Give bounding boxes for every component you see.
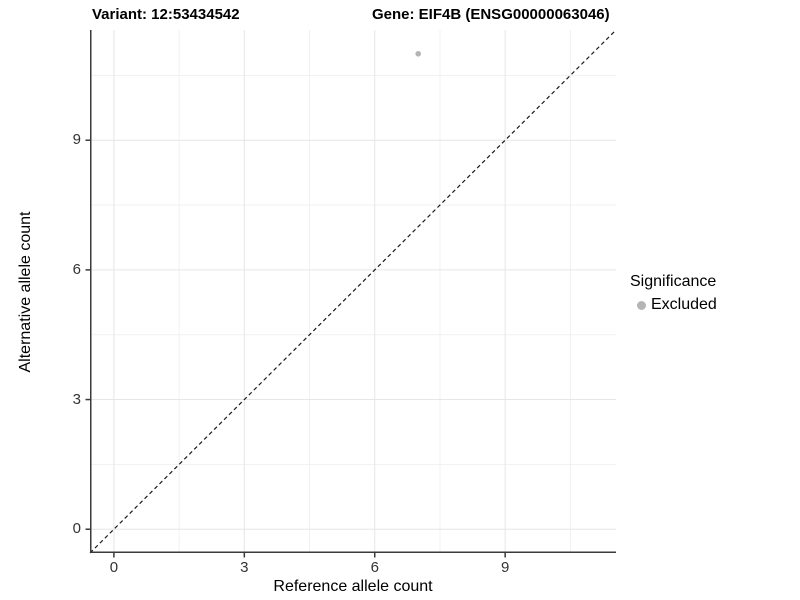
legend: Significance Excluded bbox=[630, 272, 717, 315]
x-axis-tick-label-9: 9 bbox=[500, 559, 510, 576]
plot-title-variant: Variant: 12:53434542 bbox=[92, 6, 240, 23]
legend-title: Significance bbox=[630, 273, 717, 290]
y-axis-title: Alternative allele count bbox=[17, 211, 34, 373]
legend-item-label: Excluded bbox=[651, 296, 717, 313]
plot-panel bbox=[85, 29, 617, 558]
x-axis-tick-label-6: 6 bbox=[370, 559, 379, 576]
x-axis-tick-label-0: 0 bbox=[109, 559, 119, 576]
excluded-point-icon bbox=[637, 300, 646, 310]
y-axis-tick-label-0: 0 bbox=[72, 520, 81, 538]
panel-canvas bbox=[85, 29, 617, 558]
plot-title-gene: Gene: EIF4B (ENSG00000063046) bbox=[372, 6, 610, 23]
data-point bbox=[415, 50, 422, 57]
y-axis-tick-label-3: 3 bbox=[72, 390, 81, 408]
identity-dashed-line bbox=[89, 29, 617, 554]
y-axis-tick-label-9: 9 bbox=[72, 131, 81, 149]
y-axis-tick-label-6: 6 bbox=[72, 260, 81, 278]
x-axis-title: Reference allele count bbox=[273, 578, 433, 595]
x-axis-tick-label-3: 3 bbox=[240, 559, 249, 576]
legend-item-excluded: Excluded bbox=[630, 295, 717, 315]
